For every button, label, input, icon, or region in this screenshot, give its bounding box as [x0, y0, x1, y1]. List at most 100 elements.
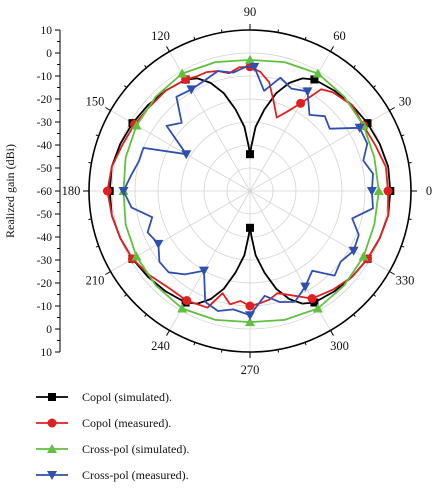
data-point: [300, 282, 311, 292]
r-tick-label: -50: [37, 209, 53, 221]
data-point: [182, 296, 192, 306]
data-point: [245, 317, 255, 327]
data-point: [249, 62, 260, 72]
legend-label: Copol (measured).: [82, 416, 171, 430]
r-tick-label: -20: [37, 94, 53, 106]
r-tick-label: 0: [46, 324, 52, 336]
angle-label: 210: [86, 274, 105, 288]
data-point: [245, 311, 255, 321]
data-point: [102, 186, 112, 196]
series-4: [118, 62, 377, 321]
angle-tick: [124, 85, 127, 88]
angle-labels: 0 30 60 90 120 150 180 210 240 270 300 330: [62, 5, 433, 377]
data-point: [348, 246, 359, 256]
angle-label: 90: [244, 5, 257, 19]
r-tick-label: -40: [37, 140, 53, 152]
data-point: [131, 251, 142, 261]
legend-marker: [47, 444, 57, 453]
angle-tick: [144, 314, 147, 317]
data-point: [153, 239, 164, 249]
angle-label: 150: [86, 95, 105, 109]
angle-tick: [389, 107, 395, 111]
r-tick-label: 10: [41, 25, 53, 37]
angle-tick: [401, 134, 405, 137]
legend-marker: [47, 471, 57, 480]
data-point: [383, 186, 393, 196]
angle-tick: [353, 314, 356, 317]
data-point: [366, 187, 377, 196]
r-tick-label: -60: [37, 186, 53, 198]
data-point: [302, 87, 313, 97]
data-point: [177, 68, 188, 78]
angle-tick: [105, 271, 111, 275]
angle-tick: [330, 46, 334, 52]
angle-tick: [221, 349, 223, 353]
data-point: [363, 119, 372, 128]
data-point: [312, 303, 323, 313]
data-point: [358, 251, 369, 261]
angle-tick: [193, 342, 196, 346]
legend-entry: Copol (measured).: [36, 416, 171, 430]
r-tick-label: -20: [37, 278, 53, 290]
angle-tick: [373, 85, 376, 88]
data-point: [246, 223, 254, 232]
angle-tick: [304, 36, 307, 40]
angle-tick: [277, 29, 279, 33]
data-point: [245, 301, 255, 311]
angle-tick: [105, 107, 111, 111]
angle-label: 330: [396, 274, 415, 288]
angle-tick: [353, 65, 356, 68]
legend-label: Cross-pol (simulated).: [82, 442, 189, 456]
legend-marker: [48, 393, 56, 401]
data-point: [307, 294, 317, 304]
angle-tick: [221, 29, 223, 33]
angle-tick: [95, 134, 99, 137]
angle-tick: [330, 330, 334, 336]
series-line: [106, 65, 390, 309]
data-point: [310, 298, 319, 307]
angle-tick: [193, 36, 196, 40]
angle-tick: [389, 271, 395, 275]
angle-label: 0: [426, 184, 432, 198]
data-point: [177, 303, 188, 313]
legend: Copol (simulated). Copol (measured). Cross…: [36, 390, 189, 482]
data-point: [181, 150, 192, 160]
angle-label: 270: [241, 363, 260, 377]
legend-entry: Cross-pol (measured).: [36, 468, 189, 482]
r-tick-label: -30: [37, 117, 53, 129]
angle-tick: [401, 245, 405, 248]
data-point: [310, 75, 319, 84]
r-tick-label: -30: [37, 255, 53, 267]
angle-tick: [88, 218, 92, 220]
angle-label: 60: [333, 29, 346, 43]
legend-entry: Copol (simulated).: [36, 390, 172, 404]
legend-marker: [47, 418, 57, 428]
angle-label: 180: [62, 184, 81, 198]
data-point: [199, 266, 209, 276]
legend-label: Copol (simulated).: [82, 390, 172, 404]
data-point: [186, 85, 197, 95]
angle-tick: [304, 342, 307, 346]
radial-axis: 10 0 -10 -20 -30 -40 -50 -60 -50 -40 -30 -20 -10 0 10: [37, 25, 61, 359]
angle-label: 120: [151, 29, 170, 43]
r-tick-label: -10: [37, 71, 53, 83]
data-point: [354, 123, 365, 133]
r-tick-label: -10: [37, 301, 53, 313]
data-point: [246, 150, 254, 159]
r-tick-label: -40: [37, 232, 53, 244]
angle-tick: [408, 162, 412, 164]
angle-tick: [408, 218, 412, 220]
r-tick-label: 0: [46, 48, 52, 60]
angle-label: 240: [151, 339, 170, 353]
angle-tick: [95, 245, 99, 248]
angle-tick: [373, 294, 376, 297]
data-point: [131, 120, 142, 130]
legend-label: Cross-pol (measured).: [82, 468, 189, 482]
angle-tick: [144, 65, 147, 68]
angle-tick: [124, 294, 127, 297]
legend-entry: Cross-pol (simulated).: [36, 442, 189, 456]
data-point: [245, 54, 255, 64]
angle-tick: [166, 330, 170, 336]
